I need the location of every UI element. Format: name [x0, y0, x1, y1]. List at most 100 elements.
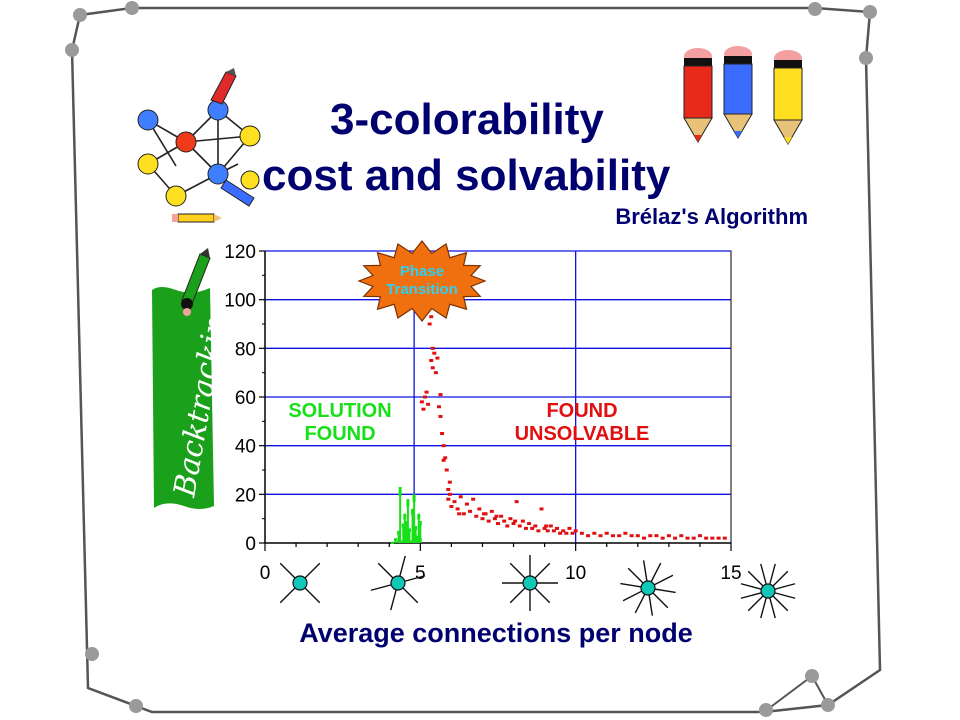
unsolvable-point — [502, 519, 507, 523]
unsolvable-point — [573, 529, 578, 533]
unsolvable-point — [468, 509, 473, 513]
frame-corner-dot — [808, 2, 822, 16]
unsolvable-point — [523, 526, 528, 530]
title-line-1: 3-colorability — [330, 95, 604, 144]
unsolvable-point — [555, 526, 560, 530]
unsolvable-point — [679, 534, 684, 538]
unsolvable-point — [716, 536, 721, 540]
unsolvable-point — [455, 507, 460, 511]
unsolvable-line-1: FOUND — [546, 400, 617, 422]
unsolvable-point — [489, 509, 494, 513]
frame-corner-dot — [129, 699, 143, 713]
star-node-icon — [502, 555, 558, 611]
unsolvable-point — [435, 356, 440, 360]
unsolvable-point — [544, 524, 549, 528]
unsolvable-point — [449, 505, 454, 508]
unsolvable-point — [567, 526, 572, 530]
unsolvable-point — [447, 480, 452, 484]
pencil-icon — [210, 71, 237, 105]
unsolvable-point — [536, 529, 541, 533]
phase-label: Phase — [400, 263, 444, 280]
unsolvable-point — [517, 524, 522, 528]
solution-series — [390, 487, 422, 545]
y-tick-label: 40 — [235, 437, 256, 458]
frame-corner-dot — [859, 51, 873, 65]
unsolvable-point — [436, 405, 441, 409]
unsolvable-point — [691, 536, 696, 540]
unsolvable-point — [530, 526, 535, 530]
graph-node — [137, 109, 159, 131]
unsolvable-point — [513, 519, 518, 523]
unsolvable-point — [419, 400, 424, 404]
unsolvable-point — [558, 531, 563, 535]
unsolvable-point — [533, 524, 538, 528]
unsolvable-point — [642, 536, 647, 540]
unsolvable-point — [548, 524, 553, 528]
algorithm-subtitle: Brélaz's Algorithm — [615, 204, 808, 229]
unsolvable-point — [433, 371, 438, 375]
unsolvable-point — [443, 456, 448, 460]
unsolvable-point — [474, 514, 479, 518]
unsolvable-point — [461, 512, 466, 516]
unsolvable-point — [629, 534, 634, 538]
transition-label: Transition — [386, 281, 458, 298]
unsolvable-point — [430, 366, 435, 370]
unsolvable-point — [430, 346, 435, 350]
unsolvable-point — [458, 495, 463, 499]
x-tick-label: 15 — [720, 563, 741, 584]
x-axis-ticks: 0 5 10 15 — [260, 543, 742, 584]
solution-found-line-1: SOLUTION — [288, 400, 391, 422]
graph-node — [165, 185, 187, 207]
unsolvable-point — [570, 531, 575, 535]
unsolvable-point — [464, 502, 469, 506]
unsolvable-point — [586, 534, 591, 538]
unsolvable-point — [429, 315, 434, 319]
unsolvable-point — [427, 322, 432, 326]
unsolvable-point — [654, 534, 659, 538]
unsolvable-point — [511, 522, 516, 526]
unsolvable-point — [447, 492, 452, 496]
unsolvable-point — [444, 468, 449, 472]
unsolvable-point — [592, 531, 597, 535]
x-axis-label: Average connections per node — [299, 618, 693, 648]
star-node-row — [279, 555, 796, 619]
unsolvable-point — [457, 512, 462, 516]
y-tick-label: 80 — [235, 339, 256, 360]
unsolvable-point — [429, 359, 434, 362]
y-axis-ticks: 0 20 40 60 80 100 120 — [224, 242, 265, 555]
backtracking-banner: Backtracking — [152, 248, 237, 509]
unsolvable-point — [494, 514, 499, 518]
unsolvable-point — [666, 534, 671, 538]
unsolvable-point — [426, 402, 431, 406]
unsolvable-point — [564, 531, 569, 535]
unsolvable-point — [480, 517, 485, 521]
frame-corner-dot — [821, 698, 835, 712]
unsolvable-point — [424, 390, 429, 394]
frame-corner-dot — [65, 43, 79, 57]
y-tick-label: 120 — [224, 242, 256, 263]
unsolvable-point — [446, 487, 451, 491]
unsolvable-point — [520, 519, 525, 523]
unsolvable-point — [545, 529, 550, 533]
unsolvable-point — [496, 522, 500, 526]
x-tick-label: 0 — [260, 563, 271, 584]
unsolvable-point — [542, 526, 547, 530]
frame-corner-dot — [73, 8, 87, 22]
graph-icon — [137, 68, 261, 223]
frame-corner-dot — [805, 669, 819, 683]
unsolvable-point — [492, 517, 497, 521]
y-tick-label: 60 — [235, 388, 256, 409]
unsolvable-point — [579, 531, 584, 535]
unsolvable-point — [452, 500, 457, 504]
frame-corner-dot — [125, 1, 139, 15]
star-node-icon — [279, 562, 321, 604]
unsolvable-point — [438, 393, 443, 397]
title-line-2: cost and solvability — [262, 151, 671, 200]
unsolvable-point — [508, 517, 513, 521]
unsolvable-point — [527, 522, 532, 526]
frame-corner-dot — [85, 647, 99, 661]
unsolvable-point — [722, 536, 727, 540]
unsolvable-point — [598, 534, 603, 538]
x-tick-label: 10 — [565, 563, 586, 584]
